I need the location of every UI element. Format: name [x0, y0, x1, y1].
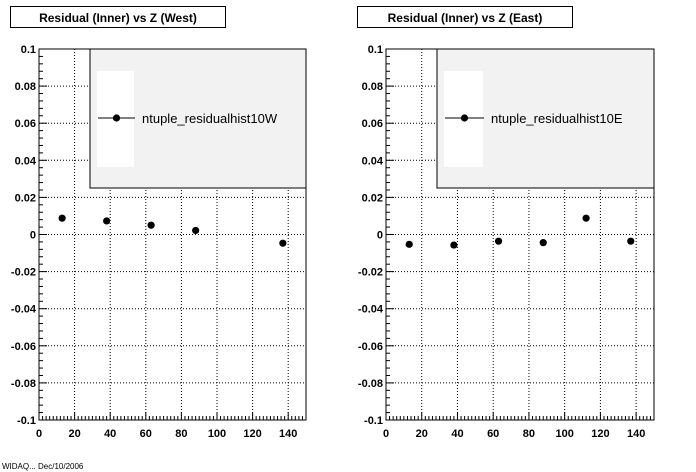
- y-tick-label: 0.1: [21, 44, 36, 56]
- x-tick-label: 140: [627, 428, 645, 440]
- data-point: [58, 214, 66, 222]
- y-tick-label: 0.1: [368, 44, 383, 56]
- data-point: [494, 237, 503, 245]
- data-point: [405, 240, 413, 248]
- legend-label: ntuple_residualhist10W: [142, 111, 278, 126]
- y-tick-label: -0.06: [358, 341, 383, 353]
- footer-timestamp: WIDAQ... Dec/10/2006: [2, 462, 84, 471]
- y-tick-label: -0.02: [11, 267, 36, 279]
- y-tick-label: 0.02: [362, 192, 383, 204]
- x-tick-label: 60: [140, 428, 152, 440]
- x-tick-label: 20: [68, 428, 80, 440]
- x-tick-label: 140: [279, 428, 297, 440]
- y-tick-label: 0.04: [362, 155, 384, 167]
- legend-label: ntuple_residualhist10E: [491, 111, 623, 126]
- data-point: [627, 237, 635, 245]
- y-tick-label: -0.08: [11, 378, 36, 390]
- x-tick-label: 100: [208, 428, 226, 440]
- x-tick-label: 0: [36, 428, 42, 440]
- y-tick-label: -0.02: [358, 267, 383, 279]
- x-tick-label: 100: [555, 428, 573, 440]
- x-tick-label: 80: [175, 428, 187, 440]
- y-tick-label: 0.06: [15, 118, 36, 130]
- y-tick-label: -0.1: [364, 415, 383, 427]
- y-tick-label: -0.06: [11, 341, 36, 353]
- chart-title-west: Residual (Inner) vs Z (West): [10, 6, 226, 28]
- data-point: [279, 239, 287, 247]
- y-tick-label: -0.1: [17, 415, 36, 427]
- y-tick-label: 0.02: [15, 192, 36, 204]
- x-tick-label: 120: [591, 428, 609, 440]
- y-tick-label: 0: [30, 230, 36, 242]
- data-point: [539, 239, 547, 247]
- chart-east: ntuple_residualhist10E 0 20 40 60 80 100 120 140…: [358, 44, 655, 440]
- y-tick-label: 0: [377, 230, 383, 242]
- x-tick-label: 60: [487, 428, 499, 440]
- data-point: [582, 214, 590, 222]
- y-tick-label: 0.08: [15, 81, 36, 93]
- chart-west: ntuple_residualhist10W 0 20 40 60 80 100 120 140…: [11, 44, 307, 440]
- data-point: [147, 221, 155, 229]
- y-tick-label: 0.04: [15, 155, 37, 167]
- x-tick-label: 40: [104, 428, 116, 440]
- legend-marker: [460, 114, 469, 122]
- x-tick-label: 120: [243, 428, 261, 440]
- y-tick-label: -0.04: [358, 304, 384, 316]
- x-tick-label: 40: [451, 428, 463, 440]
- chart-title-east: Residual (Inner) vs Z (East): [357, 6, 573, 28]
- y-tick-label: 0.06: [362, 118, 383, 130]
- data-point: [103, 217, 111, 225]
- legend-marker: [112, 114, 121, 122]
- x-tick-label: 0: [383, 428, 389, 440]
- data-point: [450, 241, 458, 249]
- y-tick-label: -0.08: [358, 378, 383, 390]
- y-tick-label: -0.04: [11, 304, 37, 316]
- x-tick-label: 20: [416, 428, 428, 440]
- data-point: [192, 226, 200, 235]
- y-tick-label: 0.08: [362, 81, 383, 93]
- x-tick-label: 80: [523, 428, 535, 440]
